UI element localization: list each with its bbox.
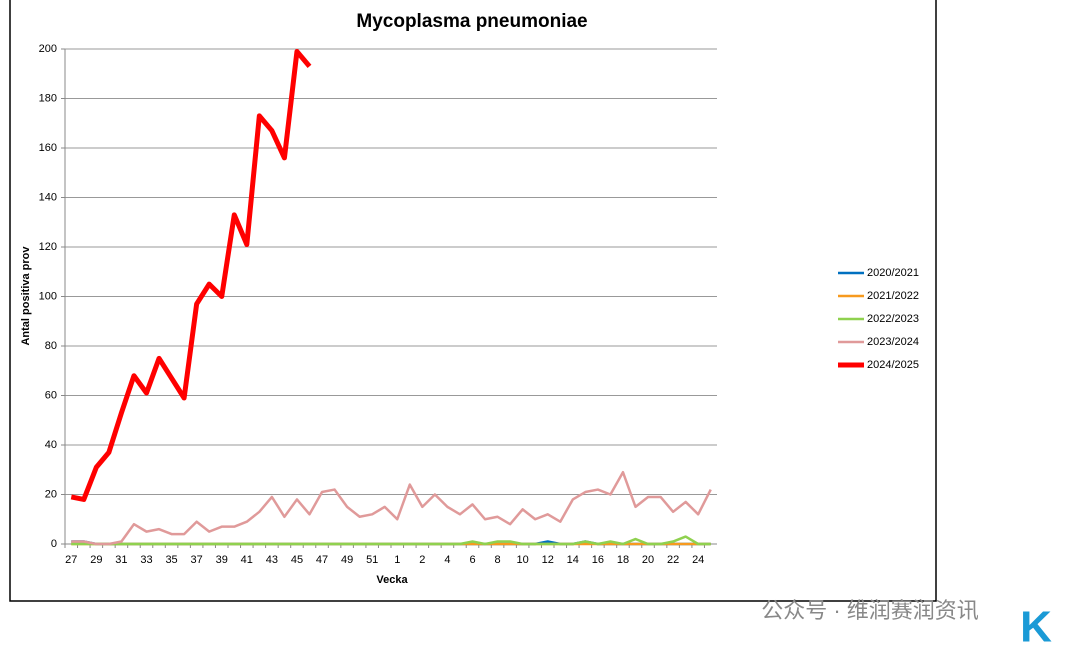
x-axis-label: Vecka [376, 574, 408, 586]
x-tick-label: 20 [642, 554, 654, 566]
x-tick-label: 37 [191, 554, 203, 566]
chart-title: Mycoplasma pneumoniae [356, 11, 587, 32]
x-tick-label: 41 [241, 554, 253, 566]
x-tick-label: 43 [266, 554, 278, 566]
x-tick-label: 27 [65, 554, 77, 566]
chart-frame [9, 0, 937, 602]
x-tick-label: 47 [316, 554, 328, 566]
y-tick-label: 0 [51, 538, 57, 550]
x-tick-label: 16 [592, 554, 604, 566]
logo: K [1020, 603, 1052, 652]
x-tick-label: 31 [115, 554, 127, 566]
y-tick-label: 60 [45, 389, 57, 401]
y-axis-label: Antal positiva prov [20, 246, 32, 346]
y-tick-label: 120 [39, 241, 57, 253]
x-tick-label: 49 [341, 554, 353, 566]
y-tick-label: 40 [45, 439, 57, 451]
x-tick-label: 4 [444, 554, 450, 566]
x-tick-label: 51 [366, 554, 378, 566]
legend-label: 2023/2024 [867, 336, 919, 348]
series-line [71, 535, 711, 546]
x-tick-label: 35 [165, 554, 177, 566]
y-tick-label: 20 [45, 488, 57, 500]
legend-label: 2020/2021 [867, 267, 919, 279]
y-tick-label: 180 [39, 92, 57, 104]
x-tick-label: 24 [692, 554, 704, 566]
x-tick-label: 10 [517, 554, 529, 566]
x-tick-label: 22 [667, 554, 679, 566]
x-tick-label: 2 [419, 554, 425, 566]
x-tick-label: 8 [495, 554, 501, 566]
x-tick-label: 33 [140, 554, 152, 566]
y-tick-label: 200 [39, 43, 57, 55]
x-tick-label: 39 [216, 554, 228, 566]
x-tick-label: 14 [567, 554, 579, 566]
legend-label: 2021/2022 [867, 290, 919, 302]
x-tick-label: 12 [542, 554, 554, 566]
series-line [71, 470, 712, 546]
watermark: 公众号 · 维润赛润资讯 [761, 598, 979, 623]
x-tick-label: 1 [394, 554, 400, 566]
y-tick-label: 160 [39, 142, 57, 154]
legend-label: 2022/2023 [867, 313, 919, 325]
legend-label: 2024/2025 [867, 359, 919, 371]
y-tick-label: 80 [45, 340, 57, 352]
x-tick-label: 18 [617, 554, 629, 566]
x-tick-label: 45 [291, 554, 303, 566]
y-tick-label: 100 [39, 290, 57, 302]
series-line [70, 48, 312, 502]
x-tick-label: 6 [469, 554, 475, 566]
x-tick-label: 29 [90, 554, 102, 566]
y-tick-label: 140 [39, 191, 57, 203]
